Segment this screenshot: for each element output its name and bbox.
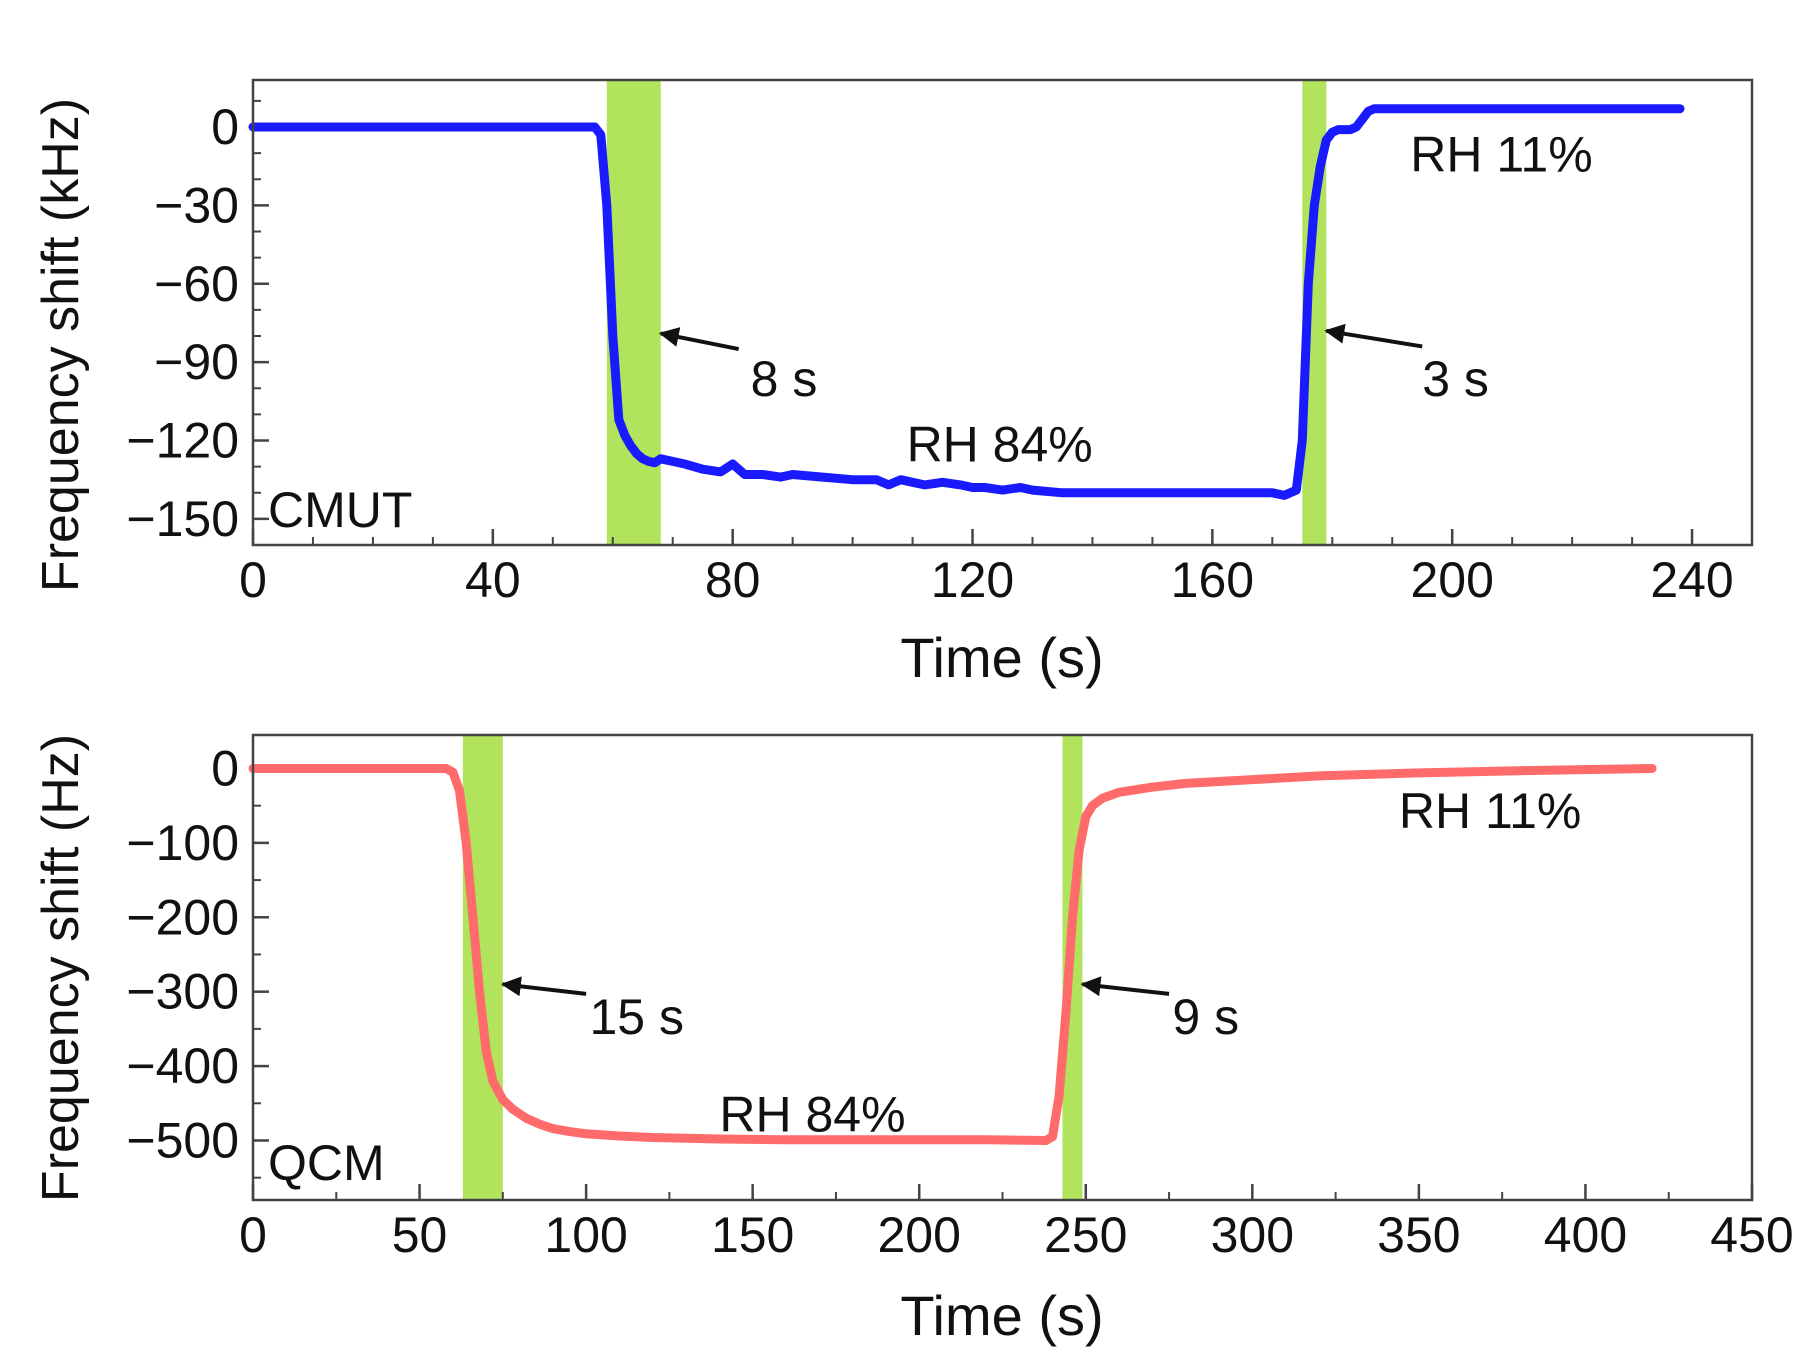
qcm-annotation-3: RH 11% <box>1399 783 1581 839</box>
qcm-y-tick-label: −200 <box>126 889 239 945</box>
qcm-plot-frame <box>251 733 1754 1202</box>
chart-qcm: 0 50 100 150 200 250 300 350 400 450 0 −100 −200 −300… <box>32 733 1794 1347</box>
cmut-series <box>248 104 1685 500</box>
qcm-x-tick-label: 150 <box>711 1207 794 1263</box>
qcm-panel-label: QCM <box>268 1135 385 1191</box>
qcm-annotation-1: 9 s <box>1172 989 1239 1045</box>
cmut-annotation-0: 8 s <box>751 351 818 407</box>
cmut-band-1 <box>1302 80 1327 545</box>
cmut-y-tick-label: −30 <box>154 177 239 233</box>
cmut-y-tick-label: −60 <box>154 256 239 312</box>
qcm-y-tick-label: −300 <box>126 964 239 1020</box>
cmut-panel-label: CMUT <box>268 482 412 538</box>
cmut-tick-labels: 0 40 80 120 160 200 240 0 −30 −60 −90 −120 −150 <box>126 99 1733 608</box>
cmut-y-tick-label: 0 <box>211 99 239 155</box>
cmut-x-tick-label: 0 <box>239 552 267 608</box>
cmut-x-tick-label: 240 <box>1650 552 1733 608</box>
qcm-x-tick-label: 100 <box>544 1207 627 1263</box>
cmut-series-line-0 <box>248 104 1685 500</box>
qcm-series <box>248 764 1657 1145</box>
qcm-x-tick-label: 300 <box>1211 1207 1294 1263</box>
cmut-y-axis-title: Frequency shift (kHz) <box>32 98 90 592</box>
cmut-x-tick-label: 120 <box>931 552 1014 608</box>
cmut-x-tick-label: 160 <box>1171 552 1254 608</box>
cmut-annotation-3: RH 11% <box>1410 126 1592 182</box>
cmut-y-tick-label: −120 <box>126 413 239 469</box>
qcm-series-line-0 <box>248 764 1657 1145</box>
cmut-x-axis-title: Time (s) <box>900 626 1103 689</box>
qcm-annotation-2: RH 84% <box>719 1087 905 1143</box>
cmut-x-tick-label: 80 <box>705 552 761 608</box>
qcm-x-tick-label: 200 <box>878 1207 961 1263</box>
qcm-x-tick-label: 350 <box>1377 1207 1460 1263</box>
qcm-y-tick-label: 0 <box>211 740 239 796</box>
qcm-y-tick-label: −100 <box>126 815 239 871</box>
qcm-x-tick-label: 50 <box>392 1207 448 1263</box>
qcm-x-tick-label: 0 <box>239 1207 267 1263</box>
cmut-y-tick-label: −150 <box>126 491 239 547</box>
qcm-y-tick-label: −500 <box>126 1112 239 1168</box>
qcm-annotations: 15 s 9 s RH 84% RH 11% <box>500 783 1581 1143</box>
qcm-annotation-arrow-0 <box>500 976 587 997</box>
qcm-annotation-0: 15 s <box>589 989 684 1045</box>
cmut-y-tick-label: −90 <box>154 334 239 390</box>
qcm-x-axis-title: Time (s) <box>900 1284 1103 1347</box>
qcm-y-axis-title: Frequency shift (Hz) <box>32 734 90 1202</box>
cmut-annotation-1: 3 s <box>1422 351 1489 407</box>
qcm-annotation-arrow-1 <box>1080 976 1170 997</box>
cmut-annotation-arrow-0 <box>658 327 740 352</box>
cmut-annotation-2: RH 84% <box>907 416 1093 472</box>
qcm-y-tick-label: −400 <box>126 1038 239 1094</box>
qcm-x-tick-label: 450 <box>1710 1207 1793 1263</box>
cmut-x-tick-label: 200 <box>1410 552 1493 608</box>
qcm-x-tick-label: 400 <box>1544 1207 1627 1263</box>
cmut-plot-frame <box>251 78 1754 547</box>
qcm-band-0 <box>462 735 503 1200</box>
cmut-annotation-arrow-1 <box>1324 323 1423 349</box>
chart-cmut: 0 40 80 120 160 200 240 0 −30 −60 −90 −120 −150 8 s 3… <box>32 78 1754 689</box>
cmut-annotations: 8 s 3 s RH 84% RH 11% <box>658 126 1593 472</box>
cmut-x-tick-label: 40 <box>465 552 521 608</box>
qcm-x-tick-label: 250 <box>1044 1207 1127 1263</box>
qcm-tick-labels: 0 50 100 150 200 250 300 350 400 450 0 −100 −200 −300… <box>126 740 1793 1263</box>
